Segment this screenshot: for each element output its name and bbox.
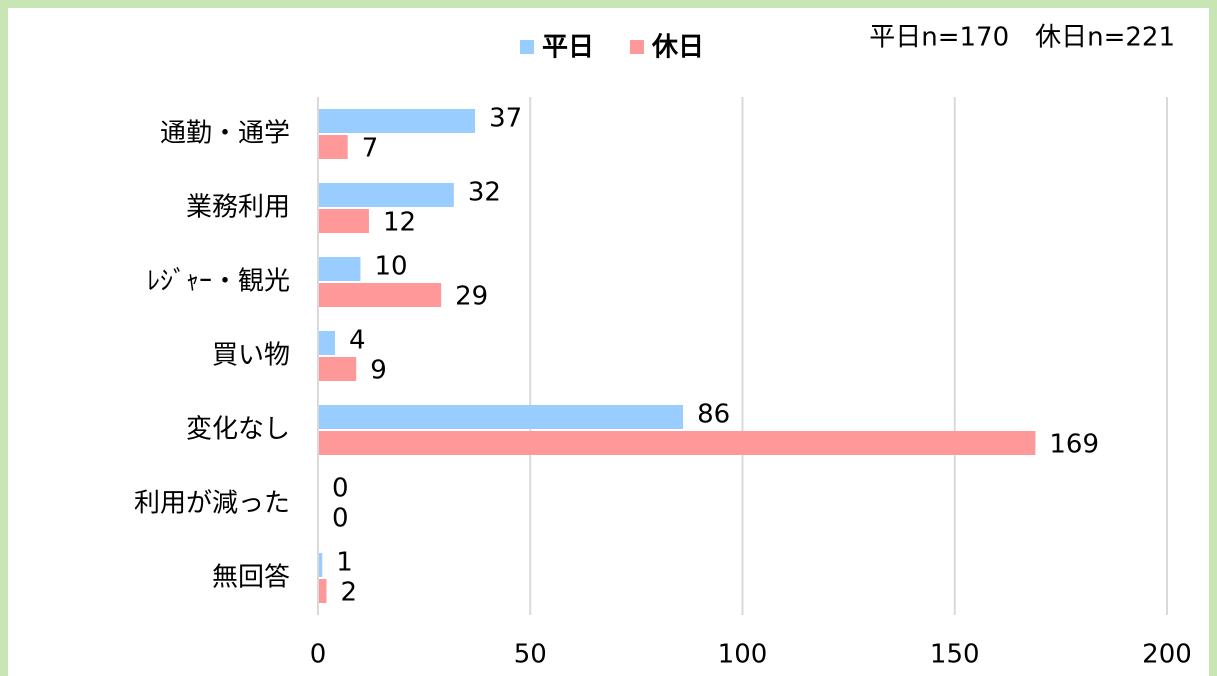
y-tick-label: 通勤・通学	[160, 119, 290, 149]
legend-label: 平日	[542, 33, 594, 63]
x-tick-label: 150	[930, 640, 980, 670]
y-tick-label: 利用が減った	[134, 489, 290, 519]
data-label: 169	[1049, 430, 1099, 460]
legend-swatch	[520, 40, 534, 54]
bar	[318, 135, 348, 159]
y-tick-label: 業務利用	[186, 193, 290, 223]
annotation: 平日n=170 休日n=221	[869, 23, 1175, 53]
bar	[318, 183, 454, 207]
background	[8, 8, 1209, 676]
y-tick-label: 変化なし	[186, 415, 290, 445]
data-label: 32	[468, 178, 501, 208]
x-tick-label: 0	[310, 640, 327, 670]
data-label: 0	[332, 504, 349, 534]
y-tick-label: 無回答	[212, 563, 290, 593]
y-tick-label: ﾚｼﾞｬｰ・観光	[147, 267, 290, 297]
bar	[318, 209, 369, 233]
data-label: 7	[362, 134, 379, 164]
bar	[318, 553, 323, 577]
data-label: 10	[374, 252, 407, 282]
bar	[318, 431, 1036, 455]
data-label: 0	[332, 474, 349, 504]
data-label: 1	[336, 548, 353, 578]
data-label: 9	[370, 356, 387, 386]
legend-label: 休日	[651, 33, 704, 63]
x-tick-label: 50	[514, 640, 547, 670]
bar	[318, 579, 327, 603]
bar	[318, 331, 335, 355]
data-label: 37	[489, 104, 522, 134]
x-tick-label: 100	[718, 640, 768, 670]
y-tick-label: 買い物	[212, 341, 290, 371]
bar	[318, 405, 684, 429]
data-label: 2	[340, 578, 357, 608]
x-tick-label: 200	[1142, 640, 1192, 670]
data-label: 86	[697, 400, 730, 430]
data-label: 12	[383, 208, 416, 238]
bar	[318, 109, 476, 133]
bar	[318, 357, 357, 381]
bar	[318, 283, 442, 307]
legend-swatch	[630, 40, 644, 54]
data-label: 29	[455, 282, 488, 312]
bar	[318, 257, 361, 281]
data-label: 4	[349, 326, 366, 356]
